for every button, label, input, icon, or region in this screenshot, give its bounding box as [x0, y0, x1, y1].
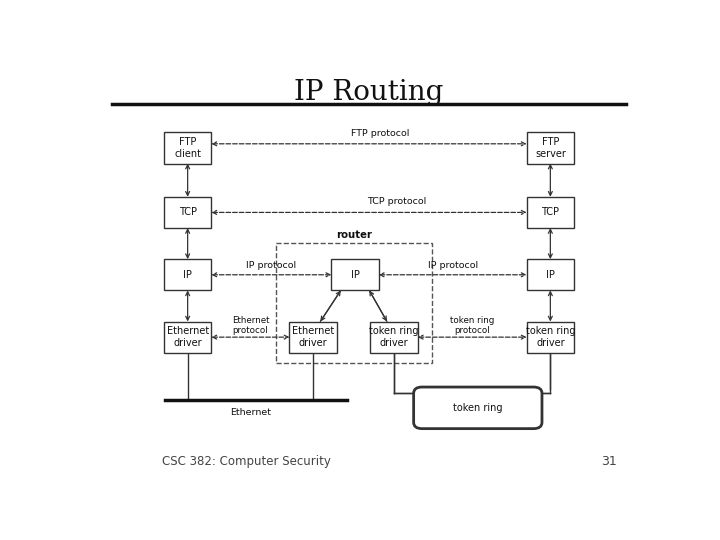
Text: Ethernet
protocol: Ethernet protocol — [232, 316, 269, 335]
FancyBboxPatch shape — [164, 132, 212, 164]
Text: IP: IP — [546, 270, 555, 280]
Text: IP: IP — [183, 270, 192, 280]
FancyBboxPatch shape — [164, 321, 212, 353]
FancyBboxPatch shape — [526, 197, 574, 228]
Text: token ring
driver: token ring driver — [526, 326, 575, 348]
Text: Ethernet: Ethernet — [230, 408, 271, 417]
Text: router: router — [336, 231, 372, 240]
Text: TCP: TCP — [179, 207, 197, 218]
FancyBboxPatch shape — [526, 259, 574, 291]
Text: IP protocol: IP protocol — [246, 261, 297, 270]
Text: 31: 31 — [601, 455, 617, 468]
Text: Ethernet
driver: Ethernet driver — [166, 326, 209, 348]
Text: FTP
server: FTP server — [535, 137, 566, 159]
Text: IP protocol: IP protocol — [428, 261, 478, 270]
Text: IP Routing: IP Routing — [294, 79, 444, 106]
Text: token ring
driver: token ring driver — [369, 326, 419, 348]
Text: Ethernet
driver: Ethernet driver — [292, 326, 334, 348]
FancyBboxPatch shape — [164, 197, 212, 228]
Text: IP: IP — [351, 270, 359, 280]
FancyBboxPatch shape — [413, 387, 542, 429]
FancyBboxPatch shape — [526, 132, 574, 164]
FancyBboxPatch shape — [164, 259, 212, 291]
FancyBboxPatch shape — [331, 259, 379, 291]
FancyBboxPatch shape — [289, 321, 337, 353]
Text: token ring: token ring — [453, 403, 503, 413]
FancyBboxPatch shape — [370, 321, 418, 353]
Text: CSC 382: Computer Security: CSC 382: Computer Security — [162, 455, 330, 468]
Text: FTP
client: FTP client — [174, 137, 201, 159]
Text: TCP: TCP — [541, 207, 559, 218]
Text: FTP protocol: FTP protocol — [351, 129, 410, 138]
FancyBboxPatch shape — [526, 321, 574, 353]
Text: token ring
protocol: token ring protocol — [450, 316, 495, 335]
Text: TCP protocol: TCP protocol — [367, 197, 426, 206]
